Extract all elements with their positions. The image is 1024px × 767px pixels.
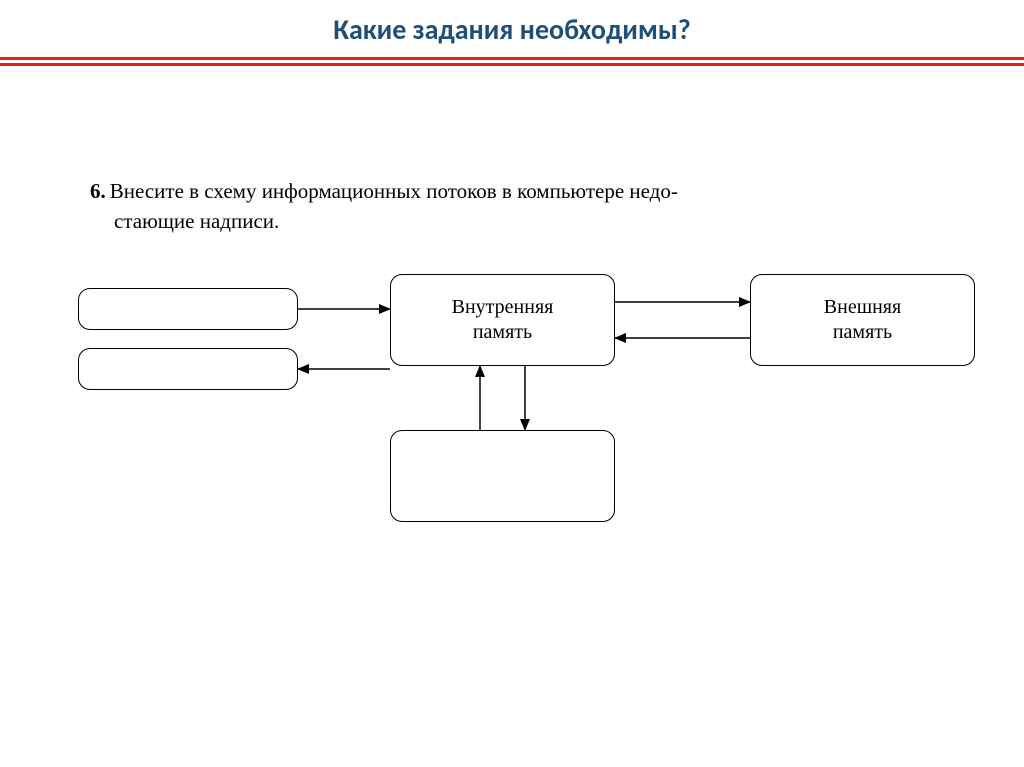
node-bottom-left <box>78 348 298 390</box>
node-center: Внутренняяпамять <box>390 274 615 366</box>
task-text-block: 6.Внесите в схему информационных потоков… <box>90 176 934 237</box>
flowchart-diagram: Внутренняяпамять Внешняяпамять <box>60 270 980 590</box>
node-bottom <box>390 430 615 522</box>
node-top-left <box>78 288 298 330</box>
task-number: 6. <box>90 179 106 203</box>
page-title: Какие задания необходимы? <box>0 12 1024 47</box>
node-right: Внешняяпамять <box>750 274 975 366</box>
task-line1: Внесите в схему информационных потоков в… <box>110 179 678 203</box>
task-line2: стающие надписи. <box>114 206 934 236</box>
header-divider <box>0 57 1024 66</box>
